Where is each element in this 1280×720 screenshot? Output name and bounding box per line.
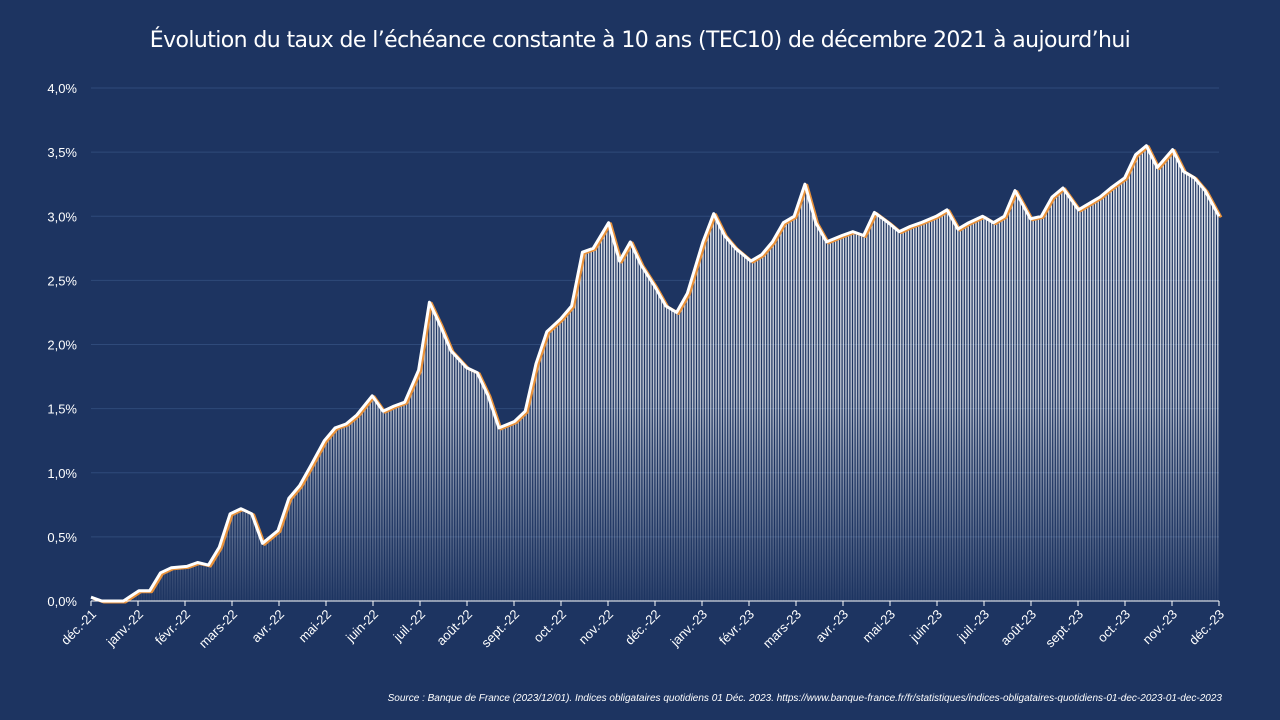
x-tick-label: mars-22: [196, 607, 240, 651]
x-axis: déc.-21 janv.-22 févr.-22 mars-22 avr.-22 mai…: [58, 600, 1227, 651]
x-tick-label: févr.-22: [152, 607, 193, 648]
y-tick-label: 2,0%: [47, 338, 77, 353]
series-line: [90, 144, 1223, 604]
gridlines: [91, 87, 1219, 538]
x-tick-label: mai-22: [295, 607, 334, 646]
x-tick-label: déc.-21: [58, 607, 99, 648]
x-tick-label: juin-23: [906, 607, 945, 646]
x-tick-label: sept.-23: [1042, 607, 1086, 651]
x-tick-label: août-23: [997, 607, 1039, 649]
y-axis: 0,0% 0,5% 1,0% 1,5% 2,0% 2,5% 3,0% 3,5% 4,0%: [47, 81, 77, 609]
y-tick-label: 2,5%: [47, 273, 77, 288]
x-tick-label: mars-23: [760, 607, 804, 651]
x-tick-label: déc.-23: [1186, 607, 1227, 648]
x-tick-label: nov.-22: [576, 607, 617, 648]
y-tick-label: 3,5%: [47, 145, 77, 160]
y-tick-label: 1,5%: [47, 402, 77, 417]
area-fill: [91, 146, 1219, 601]
x-tick-label: févr.-23: [716, 607, 757, 648]
y-tick-label: 4,0%: [47, 81, 77, 96]
x-tick-label: juil.-22: [390, 607, 428, 645]
y-tick-label: 3,0%: [47, 209, 77, 224]
series-line-path: [90, 144, 1221, 603]
chart-title: Évolution du taux de l’échéance constant…: [149, 28, 1131, 53]
x-tick-label: mai-23: [859, 607, 898, 646]
y-tick-label: 1,0%: [47, 466, 77, 481]
x-tick-label: juil.-23: [954, 607, 992, 645]
y-tick-label: 0,5%: [47, 530, 77, 545]
x-tick-label: oct.-22: [530, 607, 569, 646]
x-tick-label: avr.-22: [248, 607, 287, 646]
source-note: Source : Banque de France (2023/12/01). …: [387, 693, 1222, 704]
x-tick-label: juin-22: [342, 607, 381, 646]
x-tick-label: nov.-23: [1140, 607, 1181, 648]
x-tick-label: janv.-23: [667, 607, 710, 650]
y-tick-label: 0,0%: [47, 594, 77, 609]
area-stripes: [91, 146, 1219, 601]
x-tick-label: sept.-22: [478, 607, 522, 651]
x-tick-label: janv.-22: [103, 607, 146, 650]
x-tick-label: déc.-22: [622, 607, 663, 648]
x-tick-label: oct.-23: [1094, 607, 1133, 646]
x-tick-label: août-22: [433, 607, 475, 649]
x-tick-label: avr.-23: [812, 607, 851, 646]
